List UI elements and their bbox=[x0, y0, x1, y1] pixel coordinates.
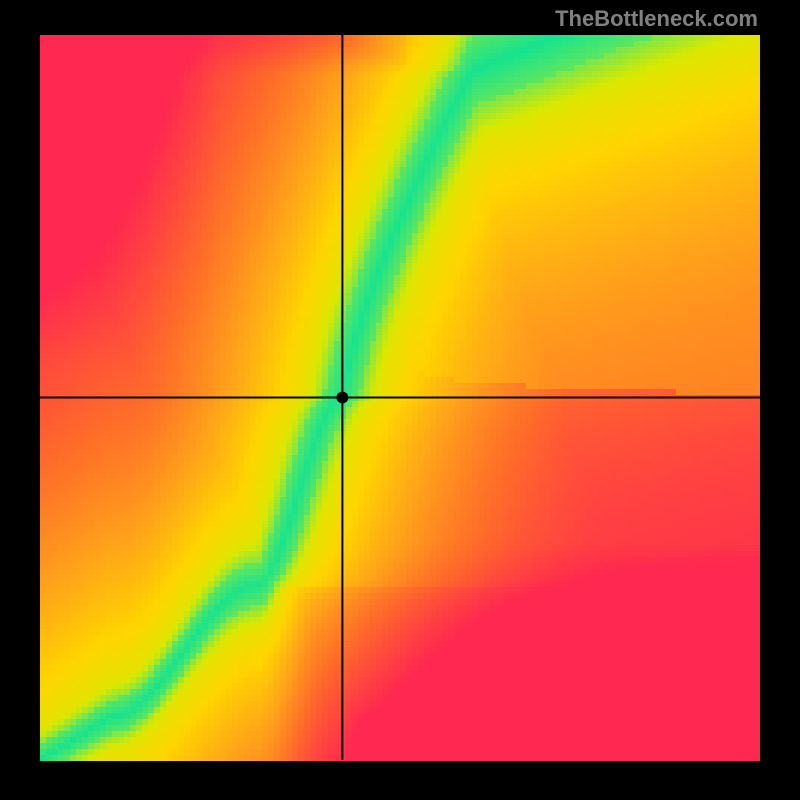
chart-frame: { "caption": { "text": "TheBottleneck.co… bbox=[0, 0, 800, 800]
bottleneck-heatmap bbox=[0, 0, 800, 800]
watermark-caption: TheBottleneck.com bbox=[555, 6, 758, 32]
